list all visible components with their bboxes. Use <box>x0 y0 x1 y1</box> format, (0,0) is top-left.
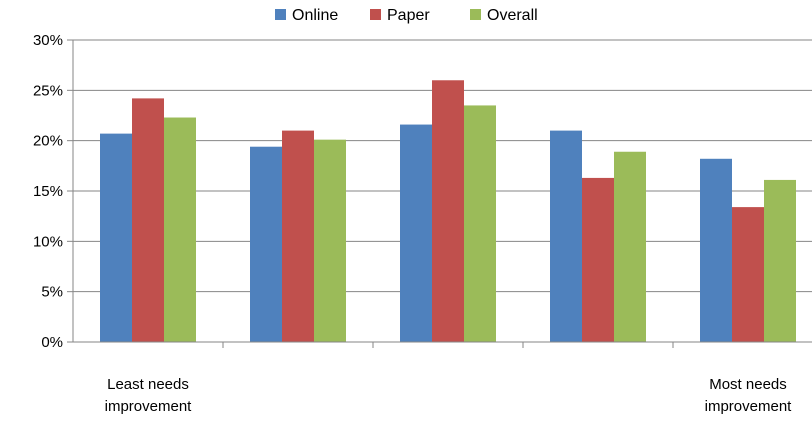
axes <box>72 40 812 348</box>
bar-overall <box>164 117 196 342</box>
x-category-label: Least needs <box>107 376 189 393</box>
legend-swatch-paper <box>370 9 381 20</box>
y-tick-label: 15% <box>33 183 63 200</box>
y-tick-label: 25% <box>33 82 63 99</box>
bars <box>100 80 796 343</box>
bar-overall <box>464 105 496 342</box>
bar-online <box>100 133 132 342</box>
bar-paper <box>582 177 614 342</box>
legend-swatch-overall <box>470 9 481 20</box>
bar-paper <box>432 80 464 343</box>
legend-label-online: Online <box>292 7 338 24</box>
x-category-label: Most needs <box>709 376 787 393</box>
x-category-label: improvement <box>705 398 793 415</box>
bar-overall <box>314 139 346 342</box>
bar-overall <box>764 179 796 342</box>
y-tick-label: 30% <box>33 32 63 49</box>
legend-label-paper: Paper <box>387 7 430 24</box>
x-axis-labels: Least needs improvement Most needs improvem… <box>105 376 793 415</box>
y-tick-label: 0% <box>41 334 63 351</box>
y-tick-label: 10% <box>33 233 63 250</box>
legend: Online Paper Overall <box>275 7 538 24</box>
y-axis-ticks: 0% 5% 10% 15% 20% 25% 30% <box>33 32 73 351</box>
legend-label-overall: Overall <box>487 7 538 24</box>
y-tick-label: 20% <box>33 133 63 150</box>
bar-paper <box>132 98 164 343</box>
bar-online <box>250 146 282 342</box>
bar-online <box>550 130 582 342</box>
y-tick-label: 5% <box>41 284 63 301</box>
bar-online <box>400 124 432 342</box>
x-category-label: improvement <box>105 398 193 415</box>
bar-overall <box>614 151 646 342</box>
legend-swatch-online <box>275 9 286 20</box>
bar-paper <box>732 207 764 342</box>
bar-online <box>700 158 732 342</box>
bar-paper <box>282 130 314 342</box>
